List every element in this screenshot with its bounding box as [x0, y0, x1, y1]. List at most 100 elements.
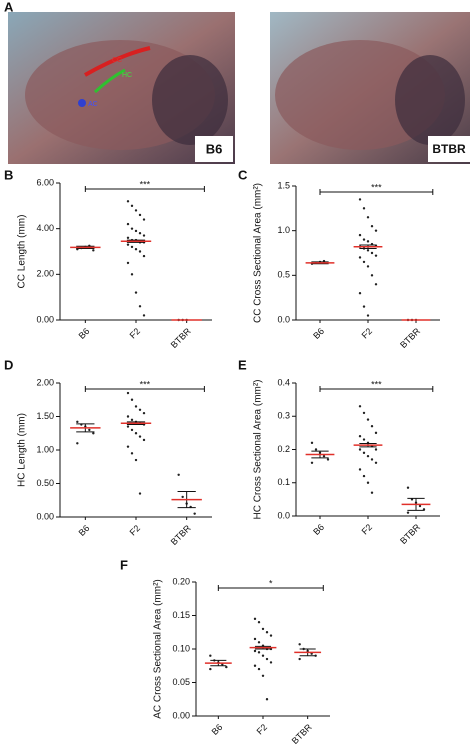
- data-point: [374, 283, 378, 286]
- y-tick-label: 0.5: [277, 270, 290, 280]
- x-tick-label: BTBR: [290, 722, 314, 746]
- data-point: [366, 454, 370, 458]
- y-axis-label: AC Cross Sectional Area (mm²): [153, 579, 164, 718]
- data-point: [370, 425, 374, 428]
- data-point: [76, 442, 79, 445]
- data-point: [134, 432, 138, 435]
- data-point: [265, 657, 269, 661]
- data-point: [126, 425, 130, 428]
- data-point: [362, 207, 366, 210]
- data-point: [92, 432, 95, 435]
- x-tick-label: B6: [77, 326, 92, 341]
- data-point: [418, 504, 422, 508]
- data-point: [130, 204, 134, 208]
- y-tick-label: 6.00: [36, 177, 54, 187]
- data-point: [358, 256, 362, 259]
- data-point: [126, 222, 130, 226]
- data-point: [358, 448, 362, 451]
- data-point: [370, 491, 374, 494]
- data-point: [358, 233, 362, 237]
- data-point: [142, 254, 146, 258]
- data-point: [310, 441, 314, 445]
- data-point: [130, 398, 134, 401]
- data-point: [134, 209, 138, 212]
- panel-letter: C: [238, 167, 248, 182]
- y-tick-label: 1.00: [36, 444, 54, 454]
- panel-letter: D: [4, 357, 13, 372]
- x-tick-label: B6: [210, 722, 225, 737]
- data-point: [134, 405, 138, 408]
- data-point: [130, 227, 134, 230]
- data-point: [138, 232, 142, 235]
- data-point: [362, 260, 366, 264]
- data-point: [130, 452, 134, 455]
- data-point: [253, 617, 257, 621]
- data-point: [298, 657, 301, 661]
- data-point: [209, 654, 212, 657]
- data-point: [92, 249, 95, 252]
- data-point: [265, 631, 269, 634]
- data-point: [362, 238, 366, 241]
- data-point: [142, 411, 146, 415]
- panel-letter: F: [120, 557, 128, 572]
- data-point: [138, 408, 142, 411]
- y-axis-label: HC Length (mm): [17, 413, 28, 487]
- data-point: [138, 250, 142, 253]
- data-point: [134, 458, 138, 462]
- data-point: [314, 448, 318, 451]
- data-point: [269, 634, 273, 637]
- strain-label: BTBR: [432, 142, 466, 156]
- data-point: [253, 649, 257, 653]
- data-point: [370, 274, 374, 277]
- data-point: [358, 292, 362, 295]
- data-point: [261, 674, 265, 677]
- photo-right: [270, 12, 470, 164]
- x-tick-label: F2: [360, 522, 375, 537]
- y-tick-label: 0.1: [277, 477, 290, 487]
- y-axis-label: HC Cross Sectional Area (mm²): [253, 379, 264, 519]
- data-point: [358, 435, 362, 438]
- data-point: [374, 229, 378, 232]
- data-point: [362, 474, 366, 478]
- data-point: [193, 512, 196, 515]
- data-point: [126, 243, 130, 246]
- data-point: [366, 249, 370, 252]
- data-point: [142, 314, 146, 317]
- data-point: [374, 461, 378, 464]
- data-point: [366, 216, 370, 219]
- data-point: [358, 468, 362, 471]
- y-tick-label: 0.00: [36, 314, 54, 324]
- data-point: [374, 254, 378, 257]
- data-point: [269, 661, 273, 664]
- data-point: [362, 305, 366, 308]
- y-tick-label: 0.05: [172, 677, 190, 687]
- y-tick-label: 0.10: [172, 643, 190, 653]
- data-point: [138, 492, 142, 495]
- data-point: [257, 641, 261, 644]
- y-tick-label: 0.3: [277, 411, 290, 421]
- significance-label: ***: [371, 379, 382, 389]
- y-tick-label: 0.50: [36, 478, 54, 488]
- x-tick-label: BTBR: [169, 326, 193, 350]
- data-point: [142, 218, 146, 221]
- data-point: [362, 411, 366, 415]
- annotation: CC: [112, 57, 122, 64]
- y-tick-label: 1.0: [277, 225, 290, 235]
- data-point: [366, 314, 370, 317]
- data-point: [366, 418, 370, 421]
- data-point: [253, 637, 257, 641]
- data-point: [374, 448, 378, 451]
- y-tick-label: 1.5: [277, 180, 290, 190]
- y-tick-label: 0.2: [277, 444, 290, 454]
- data-point: [358, 198, 362, 201]
- data-point: [257, 667, 261, 671]
- data-point: [298, 643, 301, 646]
- annotation: HC: [122, 72, 132, 79]
- y-tick-label: 0.00: [172, 710, 190, 720]
- y-tick-label: 2.00: [36, 377, 54, 387]
- data-point: [257, 621, 261, 624]
- y-axis-label: CC Cross Sectional Area (mm²): [253, 183, 264, 323]
- y-tick-label: 0.15: [172, 610, 190, 620]
- panel-letter: B: [4, 167, 13, 182]
- x-tick-label: BTBR: [398, 522, 422, 546]
